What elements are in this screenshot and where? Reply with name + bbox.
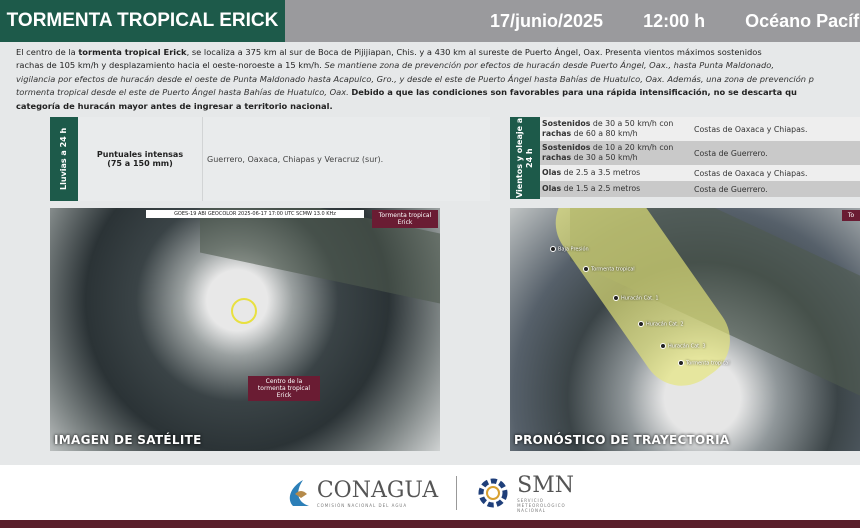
- smn-logo: SMN SERVICIO METEOROLÓGICO NACIONAL: [475, 473, 577, 513]
- track-point: Huracán Cat. 2: [638, 321, 684, 328]
- smn-emblem-icon: [478, 478, 508, 507]
- rain-label: Lluvias a 24 h: [50, 117, 78, 201]
- table-row: Olas de 1.5 a 2.5 metros Costa de Guerrer…: [540, 181, 860, 197]
- rain-regions: Guerrero, Oaxaca, Chiapas y Veracruz (su…: [207, 154, 384, 164]
- storm-center-marker: [231, 298, 257, 324]
- track-point: Huracán Cat. 3: [660, 343, 706, 350]
- forecast-caption: PRONÓSTICO DE TRAYECTORIA: [514, 433, 730, 447]
- intro-text: El centro de la tormenta tropical Erick,…: [16, 47, 814, 111]
- header: TORMENTA TROPICAL ERICK 17/junio/2025 12…: [0, 0, 860, 42]
- footer: CONAGUA COMISIÓN NACIONAL DEL AGUA SMN SER…: [0, 465, 860, 520]
- header-info: 17/junio/2025 12:00 h Océano Pacífico: [285, 0, 860, 42]
- satellite-caption: IMAGEN DE SATÉLITE: [54, 433, 202, 447]
- table-row: Olas de 2.5 a 3.5 metros Costas de Oaxaca…: [540, 165, 860, 181]
- conagua-emblem-icon: [289, 479, 309, 506]
- rain-table: Lluvias a 24 h Puntuales intensas (75 a 1…: [50, 117, 490, 201]
- satellite-image: GOES-19 ABI GEOCOLOR 2025-06-17 17:00 UT…: [50, 208, 440, 451]
- wind-label: Vientos y oleaje a 24 h: [510, 117, 540, 199]
- ocean: Océano Pacífico: [745, 10, 860, 31]
- table-row: Sostenidos de 10 a 20 km/h con rachas de…: [540, 141, 860, 165]
- storm-tag: Tormenta tropical Erick: [372, 210, 438, 228]
- date: 17/junio/2025: [490, 10, 604, 31]
- divider: [456, 475, 458, 510]
- conagua-logo: CONAGUA COMISIÓN NACIONAL DEL AGUA: [283, 478, 438, 508]
- table-row: Sostenidos de 30 a 50 km/h con rachas de…: [540, 117, 860, 141]
- track-point: Huracán Cat. 1: [613, 295, 659, 302]
- bottom-bar: [0, 520, 860, 528]
- time: 12:00 h: [643, 10, 706, 31]
- track-point: Baja Presión: [550, 246, 589, 253]
- rain-intensity: Puntuales intensas (75 a 150 mm): [78, 117, 203, 201]
- wind-table: Vientos y oleaje a 24 h Sostenidos de 30…: [510, 117, 860, 199]
- satellite-info: GOES-19 ABI GEOCOLOR 2025-06-17 17:00 UT…: [146, 210, 364, 218]
- track-point: Tormenta tropical: [583, 266, 635, 273]
- center-label: Centro de la tormenta tropical Erick: [248, 376, 320, 401]
- page-title: TORMENTA TROPICAL ERICK: [0, 0, 285, 42]
- forecast-track-image: To Baja Presión Tormenta tropical Huracá…: [510, 208, 860, 451]
- track-point: Tormenta tropical: [678, 360, 730, 367]
